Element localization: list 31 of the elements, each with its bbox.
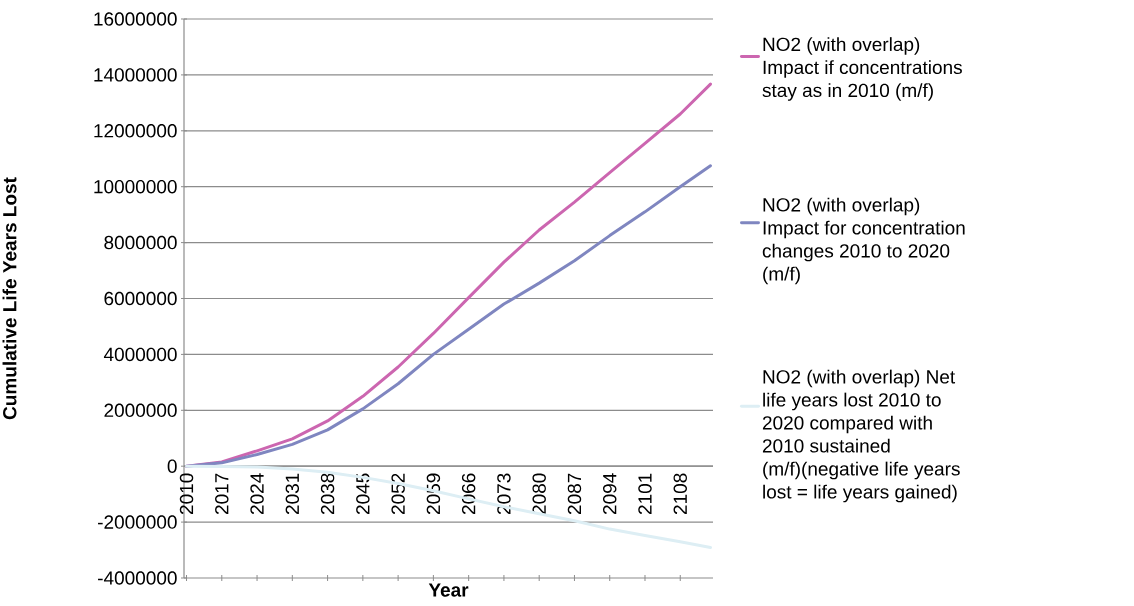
- x-tick-label: 2010: [179, 473, 194, 515]
- x-tick-label: 2094: [603, 473, 617, 515]
- y-axis-title: Cumulative Life Years Lost: [2, 177, 17, 420]
- y-tick-label: 14000000: [94, 68, 177, 82]
- x-tick-label: 2017: [215, 473, 229, 515]
- x-tick-label: 2024: [250, 473, 264, 515]
- x-tick-label: 2080: [532, 473, 546, 515]
- y-tick-label: 10000000: [94, 179, 177, 194]
- y-tick-label: 2000000: [104, 403, 177, 418]
- x-tick-label: 2066: [461, 473, 476, 515]
- x-axis-title: Year: [428, 583, 469, 597]
- x-tick-label: 2031: [285, 473, 300, 515]
- y-tick-label: -4000000: [98, 571, 177, 585]
- legend-label: NO2 (with overlap) Impact if concentrations stay as in 2010 (m/f): [762, 37, 962, 101]
- y-tick-label: 16000000: [94, 12, 177, 26]
- x-tick-label: 2101: [638, 473, 652, 515]
- x-tick-label: 2052: [391, 473, 405, 515]
- line-series: [185, 82, 712, 468]
- x-tick-label: 2073: [497, 473, 511, 515]
- x-tick-label: 2087: [567, 473, 582, 515]
- x-tick-label: 2108: [673, 473, 687, 515]
- y-tick-label: -2000000: [98, 515, 177, 529]
- y-tick-label: 8000000: [104, 235, 177, 250]
- legend-label: NO2 (with overlap) Impact for concentration changes 2010 to 2020 (m/f): [762, 197, 965, 285]
- y-tick-label: 0: [167, 459, 177, 473]
- x-tick-label: 2038: [320, 473, 335, 515]
- y-tick-label: 4000000: [103, 347, 177, 362]
- x-tick-label: 2045: [356, 473, 370, 515]
- y-tick-label: 6000000: [104, 291, 177, 306]
- y-tick-label: 12000000: [94, 124, 177, 138]
- text: NO2 (with overlap) Net life years lost 2010 to 2020 compared with 2010 sustained (m/f)(negative life years lost = life years gained): [762, 369, 960, 503]
